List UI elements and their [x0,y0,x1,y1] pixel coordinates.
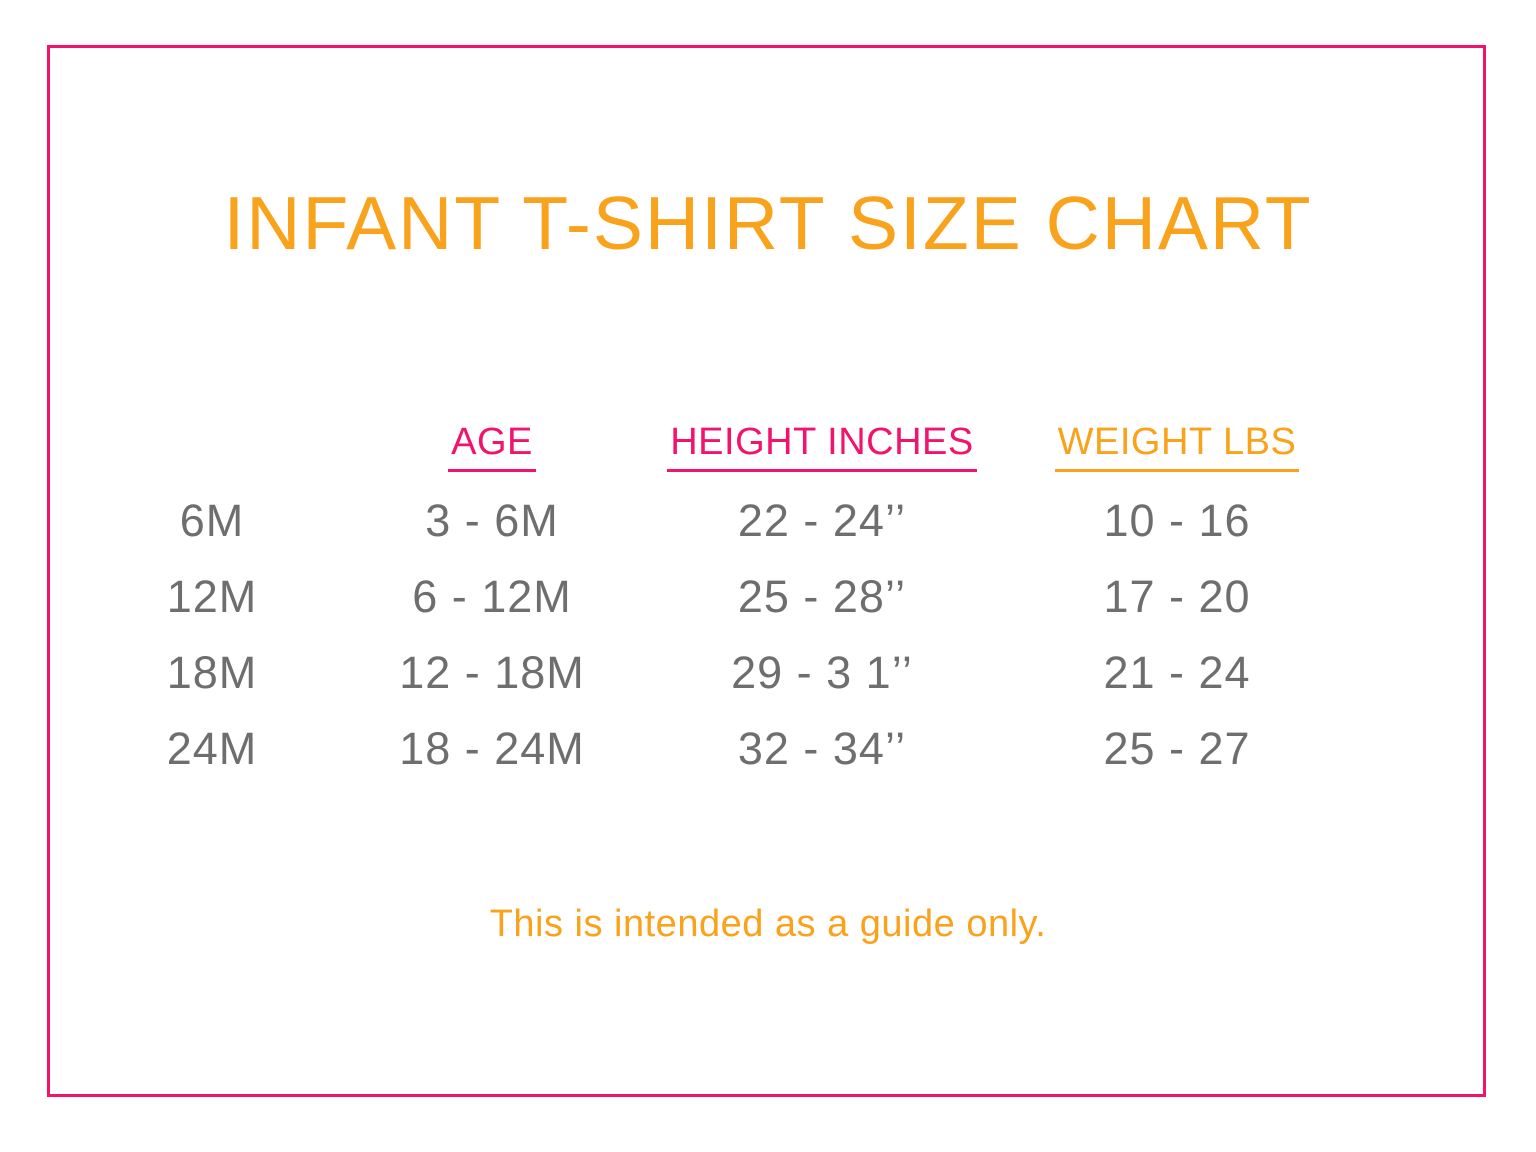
column-header-height-inches-label: HEIGHT INCHES [667,421,977,472]
height-cell: 22 - 24’’ [737,495,907,546]
column-header-weight-lbs: WEIGHT LBS [1054,421,1300,472]
size-cell: 24M [166,723,258,774]
height-cell: 29 - 3 1’’ [731,647,913,698]
size-cell: 12M [166,571,258,622]
page-title: INFANT T-SHIRT SIZE CHART [223,181,1313,265]
age-cell: 12 - 18M [399,647,585,698]
size-cell: 6M [179,495,245,546]
weight-cell: 25 - 27 [1103,723,1251,774]
column-header-age-label: AGE [448,421,536,472]
column-header-age: AGE [448,421,536,472]
column-header-weight-lbs-label: WEIGHT LBS [1054,421,1300,472]
column-header-height-inches: HEIGHT INCHES [667,421,977,472]
age-cell: 6 - 12M [412,571,572,622]
weight-cell: 17 - 20 [1103,571,1251,622]
weight-cell: 21 - 24 [1103,647,1251,698]
size-cell: 18M [166,647,258,698]
size-table: AGE HEIGHT INCHES WEIGHT LBS 6M 3 - 6M 2… [87,421,1357,787]
weight-cell: 10 - 16 [1103,495,1251,546]
height-cell: 32 - 34’’ [737,723,907,774]
footer-note: This is intended as a guide only. [489,903,1047,945]
age-cell: 3 - 6M [425,495,559,546]
age-cell: 18 - 24M [399,723,585,774]
height-cell: 25 - 28’’ [737,571,907,622]
